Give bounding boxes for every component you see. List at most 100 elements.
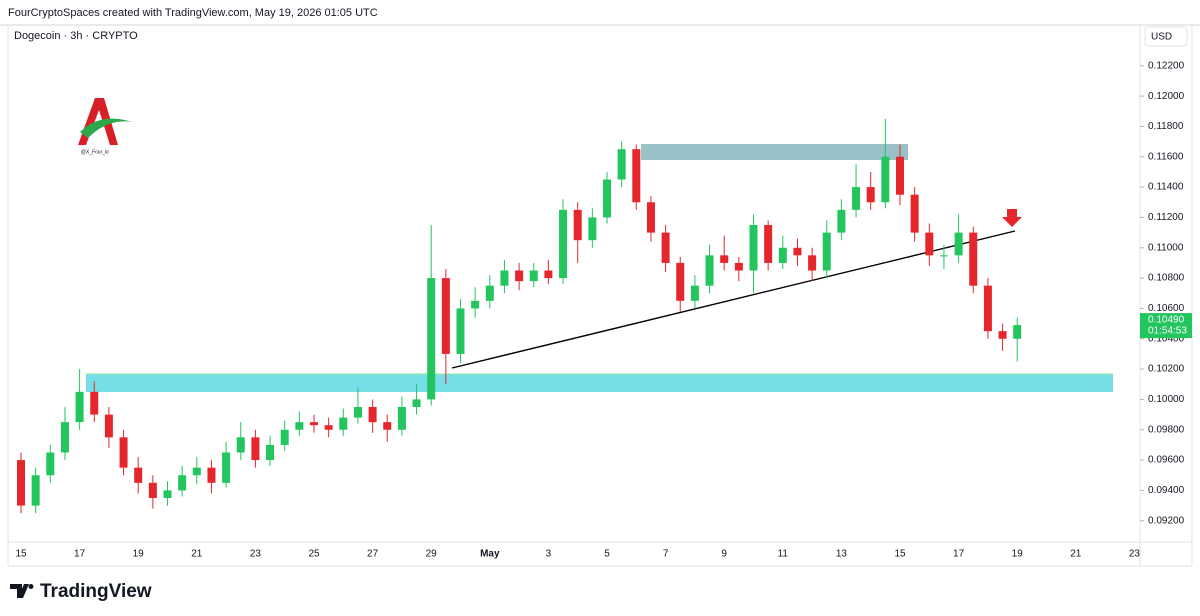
- candle-body: [412, 399, 421, 407]
- y-tick-label: 0.10400: [1148, 333, 1185, 344]
- candle-body: [236, 437, 245, 453]
- candle-body: [192, 467, 201, 476]
- watermark: @X_Four_kr: [81, 149, 110, 155]
- candle-body: [808, 255, 817, 271]
- candle-body: [822, 232, 831, 271]
- candle-body: [939, 255, 948, 257]
- candle-body: [573, 209, 582, 241]
- candle-body: [749, 225, 758, 271]
- candle-body: [383, 422, 392, 430]
- x-tick-label: 19: [133, 549, 145, 560]
- candle-body: [1013, 325, 1022, 339]
- down-arrow: [1002, 209, 1022, 227]
- candle-body: [588, 217, 597, 241]
- y-tick-label: 0.09800: [1148, 424, 1185, 435]
- candle-body: [793, 247, 802, 256]
- y-tick-label: 0.11600: [1148, 151, 1184, 162]
- y-tick-label: 0.11800: [1148, 121, 1184, 132]
- x-tick-label: 13: [836, 549, 848, 560]
- candle-body: [207, 467, 216, 483]
- candle-body: [676, 262, 685, 301]
- candle-body: [353, 406, 362, 418]
- candle-body: [119, 437, 128, 468]
- candle-body: [603, 179, 611, 218]
- candle-body: [881, 156, 890, 203]
- y-tick-label: 0.11200: [1148, 212, 1184, 223]
- candle-body: [925, 232, 934, 256]
- candle-body: [456, 308, 465, 354]
- candle-body: [720, 255, 729, 263]
- candle-body: [90, 391, 99, 415]
- candle-body: [705, 255, 714, 286]
- logo: @X_Four_kr: [78, 98, 132, 155]
- candle-body: [954, 232, 963, 256]
- currency[interactable]: USD: [1151, 32, 1172, 43]
- candle-body: [280, 429, 289, 445]
- candle-body: [515, 270, 524, 282]
- candle-body: [500, 270, 509, 286]
- candle-body: [617, 149, 626, 180]
- candle-body: [397, 406, 406, 430]
- attribution: FourCryptoSpaces created with TradingVie…: [8, 7, 378, 19]
- symbol-title: Dogecoin · 3h · CRYPTO: [14, 30, 138, 42]
- y-tick-label: 0.11000: [1148, 242, 1184, 253]
- candle-body: [163, 490, 172, 498]
- candle-body: [852, 187, 861, 210]
- x-tick-label: 17: [74, 549, 86, 560]
- candle-body: [134, 467, 143, 483]
- candle-body: [266, 444, 275, 461]
- x-tick-label: 25: [308, 549, 320, 560]
- candle-body: [17, 460, 25, 506]
- candle-body: [910, 194, 919, 233]
- candle-body: [866, 187, 875, 203]
- trendline: [451, 230, 1016, 369]
- footer-logo: TradingView: [10, 581, 152, 602]
- resistance-zone: [641, 144, 908, 160]
- last-price-box: [1140, 313, 1192, 339]
- candle-body: [485, 285, 494, 301]
- y-tick-label: 0.12200: [1148, 60, 1185, 71]
- candle-body: [471, 300, 480, 309]
- x-tick-label: 17: [953, 549, 965, 560]
- candle-body: [837, 209, 846, 233]
- candle-body: [75, 391, 84, 423]
- candle-body: [178, 475, 187, 491]
- candle-body: [690, 285, 699, 301]
- x-tick-label: 21: [191, 549, 203, 560]
- candle-body: [734, 262, 743, 271]
- candle-body: [764, 225, 773, 263]
- currency-box[interactable]: [1144, 26, 1188, 47]
- x-tick-label: 15: [15, 549, 27, 560]
- candle-body: [661, 232, 670, 263]
- y-tick-label: 0.12000: [1148, 91, 1185, 102]
- x-tick-label: 5: [604, 549, 610, 560]
- candle-body: [896, 156, 904, 195]
- candle-body: [46, 452, 55, 476]
- countdown: 01:54:53: [1148, 326, 1187, 337]
- x-tick-label: 11: [778, 549, 789, 560]
- y-tick-label: 0.10600: [1148, 303, 1185, 314]
- x-tick-label: 9: [721, 549, 727, 560]
- y-tick-label: 0.10200: [1148, 364, 1185, 375]
- candle-body: [969, 232, 978, 286]
- y-tick-label: 0.11400: [1148, 182, 1184, 193]
- candle-body: [983, 285, 992, 332]
- last-price-label: 0.10490: [1148, 315, 1185, 326]
- y-tick-label: 0.09200: [1148, 515, 1185, 526]
- x-tick-label: 7: [663, 549, 669, 560]
- x-tick-label: 29: [426, 549, 438, 560]
- candle-body: [544, 270, 553, 279]
- candle-body: [251, 437, 260, 461]
- candle-body: [295, 422, 304, 430]
- x-tick-label: 21: [1070, 549, 1082, 560]
- candle-body: [222, 452, 231, 483]
- y-tick-label: 0.10800: [1148, 273, 1185, 284]
- y-tick-label: 0.10000: [1148, 394, 1185, 405]
- y-tick-label: 0.09400: [1148, 485, 1185, 496]
- candle-body: [148, 482, 157, 498]
- candle-body: [324, 425, 333, 430]
- candle-body: [339, 417, 348, 430]
- x-tick-label: 3: [546, 549, 552, 560]
